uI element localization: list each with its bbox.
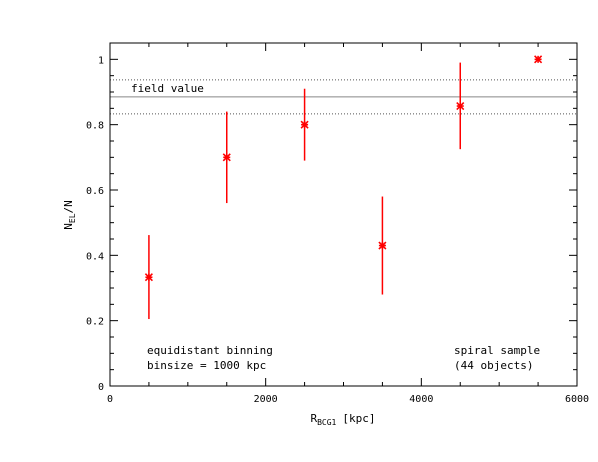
annotation-right-line2: (44 objects) [454,359,533,372]
marker-stroke [534,55,543,64]
y-tick-label: 0.4 [86,251,104,262]
data-point-marker [378,241,387,250]
y-tick-label: 0.6 [86,186,104,197]
marker-stroke [144,273,153,282]
y-tick-label: 1 [98,55,104,66]
x-tick-label: 6000 [565,394,589,405]
x-tick-label: 0 [107,394,113,405]
plot-frame [109,42,578,387]
annotation-left-line1: equidistant binning [147,344,273,357]
data-point-marker [456,101,465,111]
y-tick-label: 0.8 [86,121,104,132]
y-axis-label: NEL/N [62,200,77,230]
x-tick-label: 4000 [409,394,433,405]
marker-stroke [222,153,231,162]
field-value-label: field value [131,82,204,95]
marker-stroke [378,241,387,250]
field-value-lines [110,79,577,115]
annotation-left-line2: binsize = 1000 kpc [147,359,266,372]
x-axis-label: RBCG1 [kpc] [310,412,375,427]
y-tick-labels: 0 0.2 0.4 0.6 0.8 1 [86,55,104,393]
x-tick-labels: 0 2000 4000 6000 [107,394,589,405]
annotation-right-line1: spiral sample [454,344,540,357]
data-markers [144,55,543,282]
data-point-marker [222,153,231,162]
y-tick-label: 0.2 [86,317,104,328]
marker-stroke [300,120,309,129]
y-tick-label: 0 [98,382,104,393]
error-bars [148,62,461,320]
x-tick-label: 2000 [254,394,278,405]
data-point-marker [534,55,543,64]
data-point-marker [300,120,309,129]
marker-stroke [456,101,465,111]
data-point-marker [144,273,153,282]
